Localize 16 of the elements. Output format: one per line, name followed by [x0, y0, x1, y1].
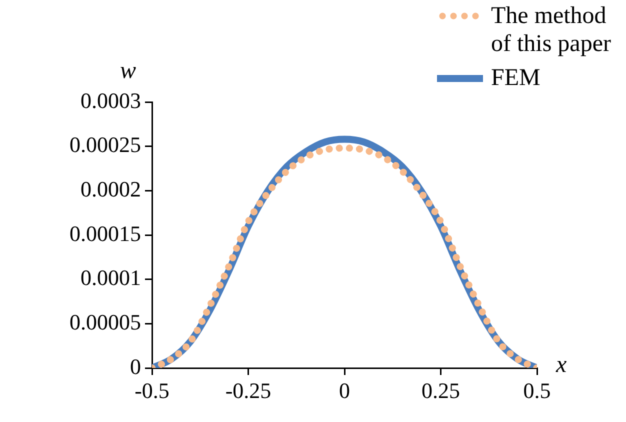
- x-axis-title: x: [556, 352, 567, 379]
- x-tick-label: -0.5: [134, 378, 170, 403]
- x-tick-label: -0.25: [225, 378, 272, 403]
- x-tick-label: 0: [339, 378, 350, 403]
- y-tick-label: 0.0003: [80, 88, 141, 113]
- x-tick-label: 0.25: [422, 378, 460, 403]
- x-tick-label: 0.5: [523, 378, 551, 403]
- y-axis-title: w: [120, 58, 136, 85]
- y-tick-label: 0: [130, 354, 141, 379]
- y-tick-label: 0.0001: [80, 265, 141, 290]
- y-tick-label: 0.00025: [70, 132, 141, 158]
- legend-label: FEM: [491, 64, 540, 92]
- y-tick-label: 0.00005: [70, 309, 141, 334]
- y-tick-label: 0.0002: [80, 176, 141, 202]
- y-tick-label: 0.00015: [70, 220, 141, 246]
- legend-label: The method of this paper: [491, 2, 612, 58]
